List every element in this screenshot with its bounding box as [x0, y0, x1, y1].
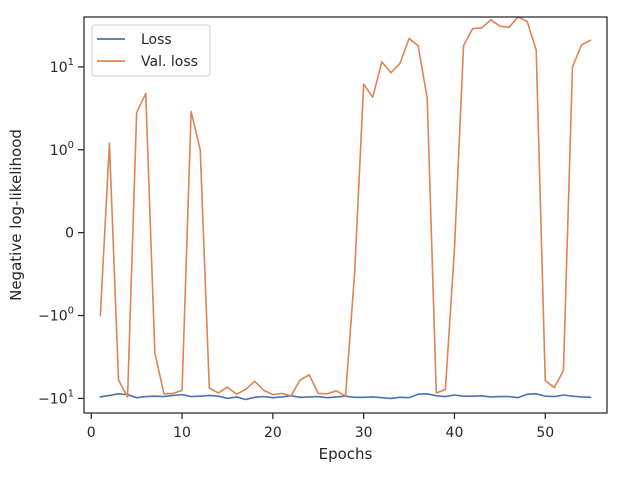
y-tick-base: −10	[38, 309, 68, 325]
legend-box	[91, 24, 211, 77]
x-tick-label: 20	[264, 425, 282, 441]
plot-lines	[99, 16, 592, 401]
y-tick-exponent: 0	[68, 140, 74, 151]
x-tick-label: 0	[87, 425, 96, 441]
series-line-1	[99, 16, 592, 398]
x-tick-label: 10	[173, 425, 191, 441]
legend-label-1: Val. loss	[141, 54, 198, 70]
x-tick-label: 50	[536, 425, 554, 441]
x-axis-title: Epochs	[319, 445, 373, 463]
y-tick-base: 10	[50, 60, 68, 76]
y-tick-exponent: 0	[68, 306, 74, 317]
y-tick-label: −101	[38, 388, 74, 407]
y-tick-base: 0	[65, 226, 74, 242]
y-axis-title: Negative log-likelihood	[7, 129, 25, 301]
x-tick-label: 40	[446, 425, 464, 441]
x-axis: 0 10 20 30 40 50	[87, 413, 554, 441]
y-tick-base: 10	[50, 143, 68, 159]
legend-label-0: Loss	[141, 32, 172, 48]
plot-frame	[83, 16, 608, 414]
y-tick-label: 101	[50, 57, 74, 76]
y-tick-label: 100	[50, 140, 74, 159]
y-tick-exponent: 1	[68, 388, 74, 399]
y-tick-base: −10	[38, 391, 68, 407]
y-tick-label: −100	[38, 306, 74, 325]
legend: Loss Val. loss	[91, 24, 211, 77]
x-tick-label: 30	[355, 425, 373, 441]
y-tick-label: 0	[65, 226, 74, 242]
y-tick-exponent: 1	[68, 57, 74, 68]
